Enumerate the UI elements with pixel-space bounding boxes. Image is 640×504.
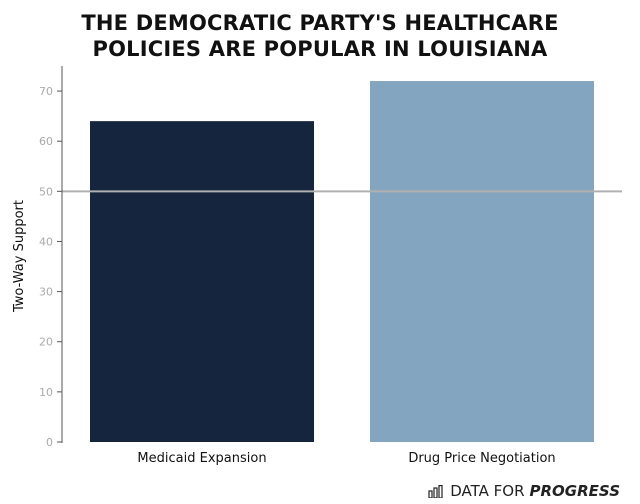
y-tick-label-40: 40 — [39, 235, 53, 248]
brand-strong: PROGRESS — [529, 482, 620, 500]
brand-logo: DATA FOR PROGRESS — [428, 482, 620, 500]
chart-title-line-2: POLICIES ARE POPULAR IN LOUISIANA — [92, 37, 548, 61]
brand-prefix: DATA FOR — [450, 482, 525, 500]
y-tick-label-60: 60 — [39, 135, 53, 148]
chart-title: THE DEMOCRATIC PARTY'S HEALTHCARE POLICI… — [0, 10, 640, 62]
x-axis-labels: Medicaid Expansion Drug Price Negotiation — [137, 451, 555, 466]
bars-layer — [90, 81, 594, 442]
y-tick-label-20: 20 — [39, 336, 53, 349]
bar-1 — [90, 121, 314, 442]
x-tick-label-1: Medicaid Expansion — [137, 451, 266, 466]
y-tick-label-30: 30 — [39, 286, 53, 299]
y-tick-label-10: 10 — [39, 386, 53, 399]
y-tick-label-50: 50 — [39, 185, 53, 198]
bar-2 — [370, 81, 594, 442]
y-axis: 0 10 20 30 40 50 60 70 — [39, 66, 63, 449]
bar-chart-icon — [428, 484, 443, 498]
y-tick-label-70: 70 — [39, 85, 53, 98]
x-tick-label-2: Drug Price Negotiation — [408, 451, 555, 466]
y-axis-label: Two-Way Support — [12, 200, 27, 313]
chart-title-line-1: THE DEMOCRATIC PARTY'S HEALTHCARE — [81, 11, 559, 35]
y-tick-label-0: 0 — [46, 436, 53, 449]
